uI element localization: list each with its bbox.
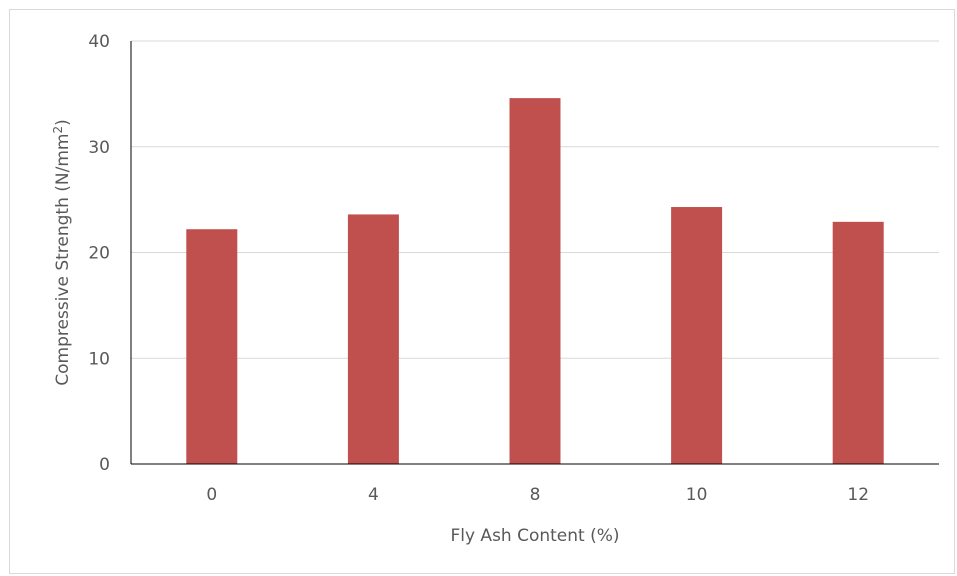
x-axis-title: Fly Ash Content (%) xyxy=(450,526,619,546)
y-tick-label-30: 30 xyxy=(88,138,110,158)
y-tick-label-20: 20 xyxy=(88,244,110,264)
y-axis-title: Compressive Strength (N/mm2) xyxy=(51,119,73,385)
y-axis-title-end: ) xyxy=(53,119,73,126)
bar-0 xyxy=(186,229,238,464)
y-tick-label-10: 10 xyxy=(88,349,110,369)
x-tick-label-10: 10 xyxy=(686,485,708,505)
chart-frame xyxy=(9,9,955,574)
x-tick-label-12: 12 xyxy=(847,485,869,505)
y-tick-label-40: 40 xyxy=(88,32,110,52)
x-tick-label-0: 0 xyxy=(206,485,217,505)
y-tick-label-0: 0 xyxy=(99,455,110,475)
bar-10 xyxy=(671,207,723,464)
axes xyxy=(130,41,939,465)
y-tick-labels: 0 10 20 30 40 xyxy=(88,32,110,475)
bar-8 xyxy=(509,98,561,464)
bar-4 xyxy=(347,214,399,464)
y-axis-title-main: Compressive Strength (N/mm xyxy=(53,134,73,386)
x-tick-labels: 0 4 8 10 12 xyxy=(206,485,869,505)
bar-12 xyxy=(832,221,884,464)
bars xyxy=(186,98,884,464)
y-axis-title-superscript: 2 xyxy=(51,126,65,134)
x-tick-label-4: 4 xyxy=(368,485,379,505)
x-tick-label-8: 8 xyxy=(530,485,541,505)
